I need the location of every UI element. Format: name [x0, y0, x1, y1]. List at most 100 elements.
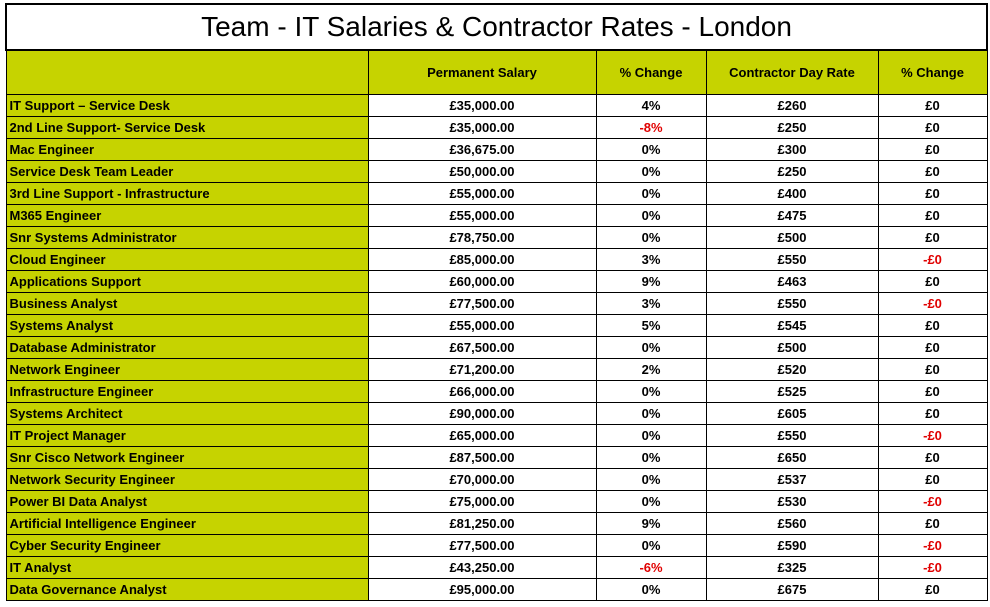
salary-change-cell[interactable]: 0% [595, 204, 707, 227]
contractor-rate-cell[interactable]: £325 [705, 556, 879, 579]
salary-cell[interactable]: £55,000.00 [367, 314, 597, 337]
header-rate-change[interactable]: % Change [877, 49, 988, 95]
header-contractor-rate[interactable]: Contractor Day Rate [705, 49, 879, 95]
contractor-rate-cell[interactable]: £537 [705, 468, 879, 491]
rate-change-cell[interactable]: -£0 [877, 424, 988, 447]
contractor-rate-cell[interactable]: £463 [705, 270, 879, 293]
salary-change-cell[interactable]: 0% [595, 468, 707, 491]
salary-cell[interactable]: £35,000.00 [367, 94, 597, 117]
role-cell[interactable]: Cyber Security Engineer [5, 534, 369, 557]
role-cell[interactable]: Systems Architect [5, 402, 369, 425]
contractor-rate-cell[interactable]: £500 [705, 226, 879, 249]
salary-cell[interactable]: £77,500.00 [367, 292, 597, 315]
salary-change-cell[interactable]: 0% [595, 182, 707, 205]
rate-change-cell[interactable]: £0 [877, 358, 988, 381]
role-cell[interactable]: Business Analyst [5, 292, 369, 315]
salary-change-cell[interactable]: 0% [595, 424, 707, 447]
salary-change-cell[interactable]: 0% [595, 446, 707, 469]
contractor-rate-cell[interactable]: £675 [705, 578, 879, 601]
rate-change-cell[interactable]: £0 [877, 446, 988, 469]
contractor-rate-cell[interactable]: £300 [705, 138, 879, 161]
salary-cell[interactable]: £55,000.00 [367, 182, 597, 205]
role-cell[interactable]: IT Project Manager [5, 424, 369, 447]
role-cell[interactable]: Database Administrator [5, 336, 369, 359]
salary-cell[interactable]: £67,500.00 [367, 336, 597, 359]
role-cell[interactable]: Cloud Engineer [5, 248, 369, 271]
salary-change-cell[interactable]: 0% [595, 534, 707, 557]
salary-cell[interactable]: £66,000.00 [367, 380, 597, 403]
rate-change-cell[interactable]: £0 [877, 380, 988, 403]
salary-cell[interactable]: £71,200.00 [367, 358, 597, 381]
salary-cell[interactable]: £55,000.00 [367, 204, 597, 227]
contractor-rate-cell[interactable]: £560 [705, 512, 879, 535]
salary-cell[interactable]: £70,000.00 [367, 468, 597, 491]
rate-change-cell[interactable]: £0 [877, 468, 988, 491]
salary-cell[interactable]: £36,675.00 [367, 138, 597, 161]
contractor-rate-cell[interactable]: £545 [705, 314, 879, 337]
rate-change-cell[interactable]: £0 [877, 512, 988, 535]
rate-change-cell[interactable]: £0 [877, 94, 988, 117]
salary-cell[interactable]: £43,250.00 [367, 556, 597, 579]
role-cell[interactable]: IT Analyst [5, 556, 369, 579]
role-cell[interactable]: Infrastructure Engineer [5, 380, 369, 403]
salary-cell[interactable]: £77,500.00 [367, 534, 597, 557]
rate-change-cell[interactable]: £0 [877, 226, 988, 249]
contractor-rate-cell[interactable]: £250 [705, 160, 879, 183]
salary-cell[interactable]: £81,250.00 [367, 512, 597, 535]
salary-change-cell[interactable]: 0% [595, 380, 707, 403]
contractor-rate-cell[interactable]: £500 [705, 336, 879, 359]
rate-change-cell[interactable]: £0 [877, 336, 988, 359]
contractor-rate-cell[interactable]: £650 [705, 446, 879, 469]
role-cell[interactable]: Service Desk Team Leader [5, 160, 369, 183]
rate-change-cell[interactable]: £0 [877, 270, 988, 293]
contractor-rate-cell[interactable]: £550 [705, 292, 879, 315]
salary-cell[interactable]: £75,000.00 [367, 490, 597, 513]
rate-change-cell[interactable]: -£0 [877, 534, 988, 557]
rate-change-cell[interactable]: £0 [877, 204, 988, 227]
salary-cell[interactable]: £95,000.00 [367, 578, 597, 601]
rate-change-cell[interactable]: £0 [877, 138, 988, 161]
contractor-rate-cell[interactable]: £590 [705, 534, 879, 557]
salary-change-cell[interactable]: 0% [595, 138, 707, 161]
rate-change-cell[interactable]: £0 [877, 314, 988, 337]
header-role[interactable] [5, 49, 369, 95]
salary-change-cell[interactable]: 3% [595, 248, 707, 271]
role-cell[interactable]: Mac Engineer [5, 138, 369, 161]
salary-change-cell[interactable]: 0% [595, 226, 707, 249]
salary-change-cell[interactable]: 5% [595, 314, 707, 337]
salary-change-cell[interactable]: 0% [595, 402, 707, 425]
salary-change-cell[interactable]: 0% [595, 160, 707, 183]
salary-cell[interactable]: £60,000.00 [367, 270, 597, 293]
role-cell[interactable]: 3rd Line Support - Infrastructure [5, 182, 369, 205]
salary-change-cell[interactable]: 2% [595, 358, 707, 381]
salary-cell[interactable]: £85,000.00 [367, 248, 597, 271]
contractor-rate-cell[interactable]: £530 [705, 490, 879, 513]
contractor-rate-cell[interactable]: £550 [705, 424, 879, 447]
contractor-rate-cell[interactable]: £250 [705, 116, 879, 139]
contractor-rate-cell[interactable]: £525 [705, 380, 879, 403]
rate-change-cell[interactable]: £0 [877, 578, 988, 601]
salary-change-cell[interactable]: 0% [595, 336, 707, 359]
salary-cell[interactable]: £65,000.00 [367, 424, 597, 447]
role-cell[interactable]: 2nd Line Support- Service Desk [5, 116, 369, 139]
salary-change-cell[interactable]: 3% [595, 292, 707, 315]
salary-change-cell[interactable]: 4% [595, 94, 707, 117]
salary-change-cell[interactable]: -8% [595, 116, 707, 139]
salary-change-cell[interactable]: 0% [595, 578, 707, 601]
role-cell[interactable]: M365 Engineer [5, 204, 369, 227]
role-cell[interactable]: IT Support – Service Desk [5, 94, 369, 117]
role-cell[interactable]: Network Security Engineer [5, 468, 369, 491]
rate-change-cell[interactable]: £0 [877, 116, 988, 139]
role-cell[interactable]: Applications Support [5, 270, 369, 293]
contractor-rate-cell[interactable]: £475 [705, 204, 879, 227]
role-cell[interactable]: Data Governance Analyst [5, 578, 369, 601]
role-cell[interactable]: Power BI Data Analyst [5, 490, 369, 513]
salary-cell[interactable]: £78,750.00 [367, 226, 597, 249]
salary-change-cell[interactable]: 9% [595, 270, 707, 293]
salary-change-cell[interactable]: 0% [595, 490, 707, 513]
header-salary-change[interactable]: % Change [595, 49, 707, 95]
rate-change-cell[interactable]: -£0 [877, 490, 988, 513]
rate-change-cell[interactable]: £0 [877, 160, 988, 183]
salary-cell[interactable]: £87,500.00 [367, 446, 597, 469]
rate-change-cell[interactable]: -£0 [877, 248, 988, 271]
